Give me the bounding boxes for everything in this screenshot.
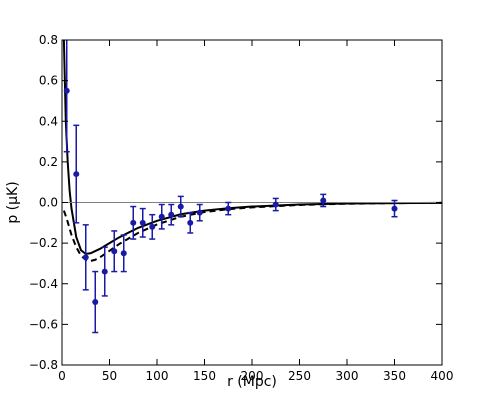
y-axis-label: p (μK) [5,181,21,223]
data-point [82,254,89,261]
data-point [391,205,398,212]
x-tick-label: 200 [241,369,264,383]
data-point [225,205,232,212]
data-point [177,203,184,210]
y-tick-label: 0.6 [39,74,58,88]
data-point [139,219,146,226]
data-point [92,299,99,306]
y-tick-label: 0.0 [39,196,58,210]
data-point [63,87,70,94]
data-point [158,213,165,220]
y-tick-label: −0.6 [29,317,58,331]
y-tick-label: 0.8 [39,33,58,47]
data-point [149,223,156,230]
data-point [196,209,203,216]
x-tick-label: 300 [336,369,359,383]
data-points [63,40,398,334]
data-point [111,248,118,255]
x-tick-label: 0 [58,369,66,383]
x-tick-label: 250 [288,369,311,383]
x-tick-label: 100 [146,369,169,383]
x-tick-label: 350 [383,369,406,383]
y-tick-label: −0.2 [29,236,58,250]
data-point [101,268,108,275]
data-point [187,219,194,226]
y-tick-label: 0.4 [39,114,58,128]
x-tick-label: 50 [102,369,117,383]
x-axis-label: r (Mpc) [227,374,277,390]
x-tick-label: 400 [431,369,454,383]
x-tick-label: 150 [193,369,216,383]
y-tick-label: 0.2 [39,155,58,169]
y-tick-label: −0.8 [29,358,58,372]
data-point [73,171,80,178]
data-point [168,211,175,218]
y-tick-label: −0.4 [29,277,58,291]
model-curve-dashed [62,201,443,263]
data-point [272,201,279,208]
data-point [320,197,327,204]
data-point [130,219,137,226]
data-point [120,250,127,257]
axis-ticks: 0 50 100 150 200 250 300 350 400 −0.8 −0.6 −0.4 −0.2… [29,33,454,383]
